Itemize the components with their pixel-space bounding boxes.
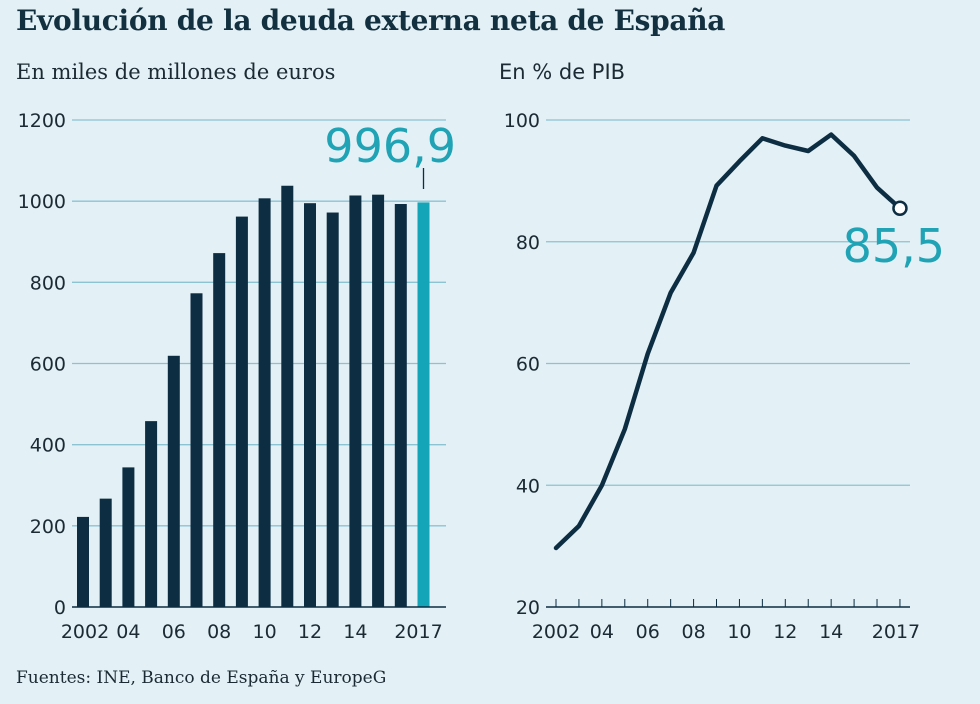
bar-y-tick-label: 200 [30,516,66,538]
bar-2011 [281,185,294,607]
left-chart-subtitle: En miles de millones de euros [16,60,336,84]
bar-x-tick-label: 04 [116,621,140,643]
bar-y-tick-label: 400 [30,435,66,457]
bar-2003 [99,498,112,607]
line-callout-value: 85,5 [843,219,945,273]
bar-callout-value: 996,9 [324,119,456,173]
line-y-tick-label: 80 [516,232,540,254]
line-end-marker [892,200,908,217]
bar-2010 [258,198,271,607]
bar-y-tick-label: 1200 [18,110,66,132]
line-x-tick-label: 04 [590,621,614,643]
bar-2007 [190,293,203,607]
bar-2015 [372,194,385,607]
bar-2013 [326,212,339,607]
bar-2009 [235,216,248,608]
bar-x-tick-label: 2002 [61,621,109,643]
bar-x-tick-label: 10 [253,621,277,643]
bar-2016 [394,204,407,607]
bar-2017 [417,202,430,607]
bar-2008 [213,253,226,607]
bar-x-tick-label: 06 [162,621,186,643]
bar-y-tick-label: 600 [30,354,66,376]
line-y-tick-label: 60 [516,354,540,376]
bar-x-tick-label: 08 [207,621,231,643]
line-x-tick-label: 14 [819,621,843,643]
line-x-tick-label: 08 [681,621,705,643]
line-x-tick-label: 2017 [872,621,920,643]
chart-title: Evolución de la deuda externa neta de Es… [16,4,726,37]
bar-x-tick-label: 2017 [394,621,442,643]
bar-2012 [304,203,316,607]
line-y-tick-label: 40 [516,475,540,497]
line-y-tick-label: 20 [516,597,540,619]
bar-2006 [167,355,180,607]
bar-2002 [77,516,89,607]
line-x-tick-label: 10 [727,621,751,643]
bar-2004 [122,467,135,607]
bar-2005 [145,421,158,607]
line-y-tick-label: 100 [504,110,540,132]
bar-x-tick-label: 14 [343,621,367,643]
line-x-tick-label: 12 [773,621,797,643]
source-note: Fuentes: INE, Banco de España y EuropeG [16,668,387,688]
bar-y-tick-label: 800 [30,272,66,294]
right-chart-subtitle: En % de PIB [499,60,626,84]
bar-y-tick-label: 1000 [18,191,66,213]
bar-2014 [349,195,362,608]
line-x-tick-label: 06 [636,621,660,643]
bar-x-tick-label: 12 [298,621,322,643]
bar-y-tick-label: 0 [54,597,66,619]
line-x-tick-label: 2002 [532,621,580,643]
series-line-pct-gdp [553,132,903,551]
